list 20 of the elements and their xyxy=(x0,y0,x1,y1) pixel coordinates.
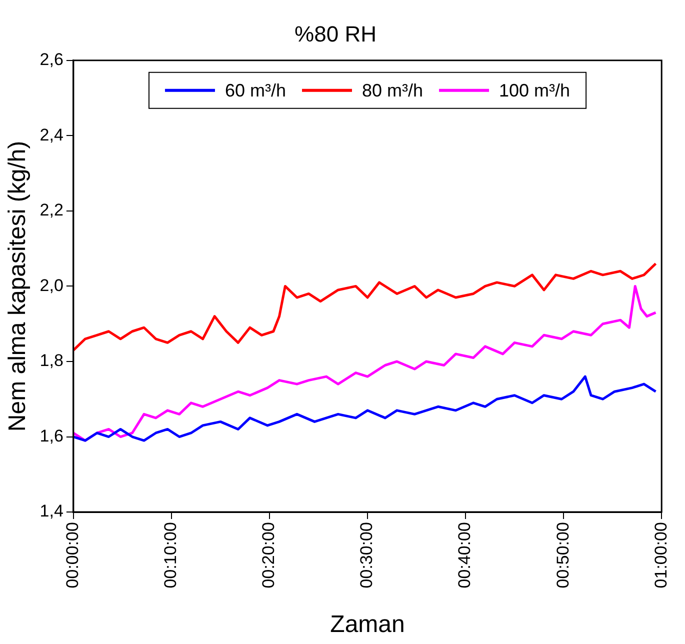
y-tick-label: 2,2 xyxy=(40,200,64,220)
x-tick-label: 00:20:00 xyxy=(259,522,278,588)
x-tick-label: 00:30:00 xyxy=(357,522,376,588)
y-tick-label: 2,4 xyxy=(40,125,64,144)
y-tick-label: 1,4 xyxy=(40,502,64,521)
legend-label: 80 m³/h xyxy=(362,80,424,100)
legend-label: 60 m³/h xyxy=(224,80,286,100)
legend-label: 100 m³/h xyxy=(499,80,570,100)
y-tick-label: 2,0 xyxy=(40,276,64,295)
y-tick-label: 1,8 xyxy=(40,351,64,370)
y-tick-label: 1,6 xyxy=(40,426,64,446)
x-tick-label: 00:10:00 xyxy=(161,522,180,588)
y-tick-label: 2,6 xyxy=(40,50,64,70)
x-tick-label: 00:00:00 xyxy=(63,522,82,588)
x-tick-label: 01:00:00 xyxy=(651,522,670,588)
y-axis-title: Nem alma kapasitesi (kg/h) xyxy=(4,140,32,432)
x-tick-label: 00:40:00 xyxy=(455,522,474,588)
x-axis-title: Zaman xyxy=(330,611,405,638)
chart-title: %80 RH xyxy=(294,21,376,46)
x-tick-label: 00:50:00 xyxy=(553,522,572,588)
